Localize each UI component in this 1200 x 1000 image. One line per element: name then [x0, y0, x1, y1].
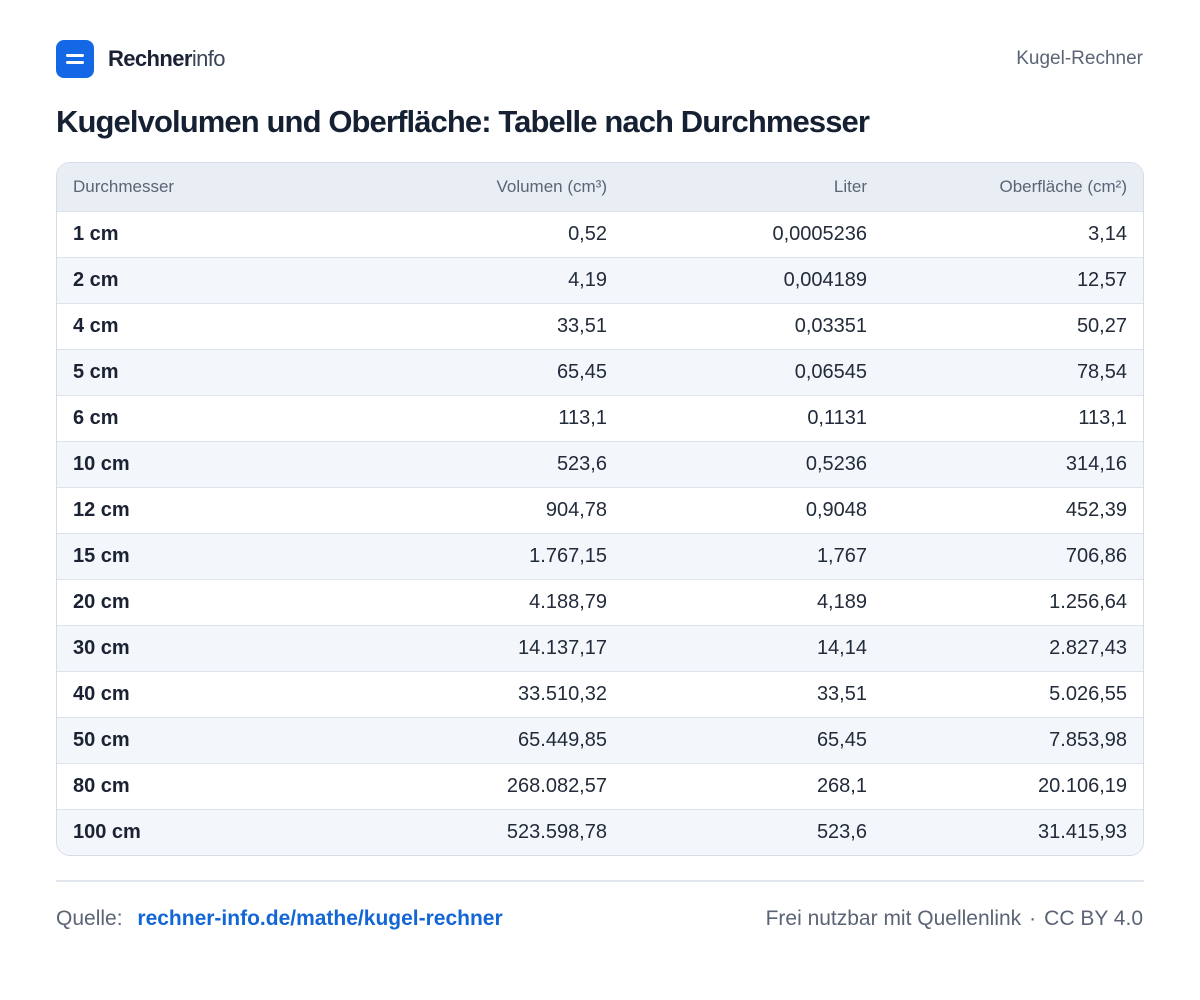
- table-row: 6 cm 113,1 0,1131 113,1: [57, 395, 1143, 441]
- cell-volumen: 113,1: [558, 406, 607, 429]
- cell-oberflaeche: 31.415,93: [1038, 820, 1127, 843]
- cell-volumen: 14.137,17: [518, 636, 607, 659]
- cell-durchmesser: 2 cm: [73, 268, 119, 291]
- table-row: 4 cm 33,51 0,03351 50,27: [57, 303, 1143, 349]
- table-row: 2 cm 4,19 0,004189 12,57: [57, 257, 1143, 303]
- cell-oberflaeche: 1.256,64: [1049, 590, 1127, 613]
- cell-liter: 0,06545: [794, 360, 867, 383]
- cell-volumen: 523,6: [556, 452, 607, 475]
- brand-name-light: info: [191, 46, 226, 71]
- source: Quelle: rechner-info.de/mathe/kugel-rech…: [56, 907, 503, 931]
- cell-liter: 0,0005236: [772, 222, 867, 245]
- cell-durchmesser: 100 cm: [73, 820, 141, 843]
- table-row: 100 cm 523.598,78 523,6 31.415,93: [57, 809, 1143, 855]
- table-row: 40 cm 33.510,32 33,51 5.026,55: [57, 671, 1143, 717]
- table-row: 15 cm 1.767,15 1,767 706,86: [57, 533, 1143, 579]
- license-info: Frei nutzbar mit Quellenlink · CC BY 4.0: [766, 907, 1143, 931]
- cell-oberflaeche: 2.827,43: [1049, 636, 1127, 659]
- cell-volumen: 4,19: [568, 268, 607, 291]
- header: Rechnerinfo Kugel-Rechner: [56, 40, 1143, 78]
- cell-liter: 0,9048: [805, 498, 867, 521]
- cell-liter: 14,14: [816, 636, 867, 659]
- footer: Quelle: rechner-info.de/mathe/kugel-rech…: [56, 904, 1143, 934]
- table-row: 20 cm 4.188,79 4,189 1.256,64: [57, 579, 1143, 625]
- cell-oberflaeche: 7.853,98: [1049, 728, 1127, 751]
- cell-liter: 4,189: [816, 590, 867, 613]
- page-label: Kugel-Rechner: [1016, 48, 1143, 69]
- brand[interactable]: Rechnerinfo: [56, 40, 226, 78]
- logo-bar-bottom: [66, 61, 84, 64]
- cell-volumen: 4.188,79: [529, 590, 607, 613]
- cell-oberflaeche: 706,86: [1065, 544, 1127, 567]
- table-row: 1 cm 0,52 0,0005236 3,14: [57, 211, 1143, 257]
- cell-volumen: 33.510,32: [518, 682, 607, 705]
- cell-volumen: 904,78: [545, 498, 607, 521]
- column-header-liter: Liter: [833, 176, 867, 196]
- cell-durchmesser: 5 cm: [73, 360, 119, 383]
- license-name: CC BY 4.0: [1044, 907, 1143, 930]
- equals-icon: [56, 40, 94, 78]
- cell-oberflaeche: 314,16: [1065, 452, 1127, 475]
- cell-durchmesser: 12 cm: [73, 498, 130, 521]
- cell-oberflaeche: 3,14: [1088, 222, 1127, 245]
- logo-bar-top: [66, 54, 84, 57]
- cell-durchmesser: 1 cm: [73, 222, 119, 245]
- page-title: Kugelvolumen und Oberfläche: Tabelle nac…: [56, 104, 870, 139]
- cell-liter: 523,6: [816, 820, 867, 843]
- cell-liter: 65,45: [816, 728, 867, 751]
- cell-durchmesser: 20 cm: [73, 590, 130, 613]
- cell-oberflaeche: 5.026,55: [1049, 682, 1127, 705]
- cell-durchmesser: 50 cm: [73, 728, 130, 751]
- cell-oberflaeche: 78,54: [1076, 360, 1127, 383]
- table-row: 30 cm 14.137,17 14,14 2.827,43: [57, 625, 1143, 671]
- cell-volumen: 0,52: [568, 222, 607, 245]
- cell-volumen: 523.598,78: [506, 820, 607, 843]
- table-row: 50 cm 65.449,85 65,45 7.853,98: [57, 717, 1143, 763]
- cell-durchmesser: 6 cm: [73, 406, 119, 429]
- cell-oberflaeche: 20.106,19: [1038, 774, 1127, 797]
- source-label: Quelle:: [56, 907, 123, 930]
- table-row: 5 cm 65,45 0,06545 78,54: [57, 349, 1143, 395]
- cell-durchmesser: 40 cm: [73, 682, 130, 705]
- footer-divider: [56, 880, 1144, 882]
- table-body: 1 cm 0,52 0,0005236 3,14 2 cm 4,19 0,004189 12,…: [57, 211, 1143, 855]
- cell-durchmesser: 30 cm: [73, 636, 130, 659]
- cell-volumen: 33,51: [556, 314, 607, 337]
- separator-dot: ·: [1029, 907, 1037, 930]
- data-table-container: Durchmesser Volumen (cm³) Liter Oberfläc…: [56, 162, 1144, 856]
- cell-durchmesser: 10 cm: [73, 452, 130, 475]
- brand-name: Rechnerinfo: [108, 46, 226, 72]
- license-text: Frei nutzbar mit Quellenlink: [765, 907, 1022, 930]
- cell-liter: 268,1: [816, 774, 867, 797]
- table-row: 12 cm 904,78 0,9048 452,39: [57, 487, 1143, 533]
- cell-oberflaeche: 113,1: [1078, 406, 1127, 429]
- cell-volumen: 1.767,15: [529, 544, 607, 567]
- cell-oberflaeche: 50,27: [1076, 314, 1127, 337]
- cell-liter: 0,5236: [805, 452, 867, 475]
- cell-volumen: 268.082,57: [506, 774, 607, 797]
- cell-liter: 0,03351: [794, 314, 867, 337]
- brand-name-strong: Rechner: [108, 46, 192, 71]
- column-header-volumen: Volumen (cm³): [496, 176, 607, 196]
- table-header-row: Durchmesser Volumen (cm³) Liter Oberfläc…: [57, 163, 1143, 211]
- cell-oberflaeche: 12,57: [1076, 268, 1127, 291]
- table-row: 10 cm 523,6 0,5236 314,16: [57, 441, 1143, 487]
- cell-liter: 0,004189: [783, 268, 867, 291]
- table-row: 80 cm 268.082,57 268,1 20.106,19: [57, 763, 1143, 809]
- cell-liter: 1,767: [816, 544, 867, 567]
- column-header-oberflaeche: Oberfläche (cm²): [999, 176, 1127, 196]
- data-table: Durchmesser Volumen (cm³) Liter Oberfläc…: [57, 163, 1143, 855]
- cell-durchmesser: 15 cm: [73, 544, 130, 567]
- source-link[interactable]: rechner-info.de/mathe/kugel-rechner: [137, 907, 503, 930]
- cell-liter: 0,1131: [807, 406, 867, 429]
- cell-liter: 33,51: [816, 682, 867, 705]
- column-header-durchmesser: Durchmesser: [73, 176, 175, 196]
- cell-durchmesser: 80 cm: [73, 774, 130, 797]
- cell-volumen: 65.449,85: [518, 728, 607, 751]
- cell-volumen: 65,45: [556, 360, 607, 383]
- cell-oberflaeche: 452,39: [1065, 498, 1127, 521]
- cell-durchmesser: 4 cm: [73, 314, 119, 337]
